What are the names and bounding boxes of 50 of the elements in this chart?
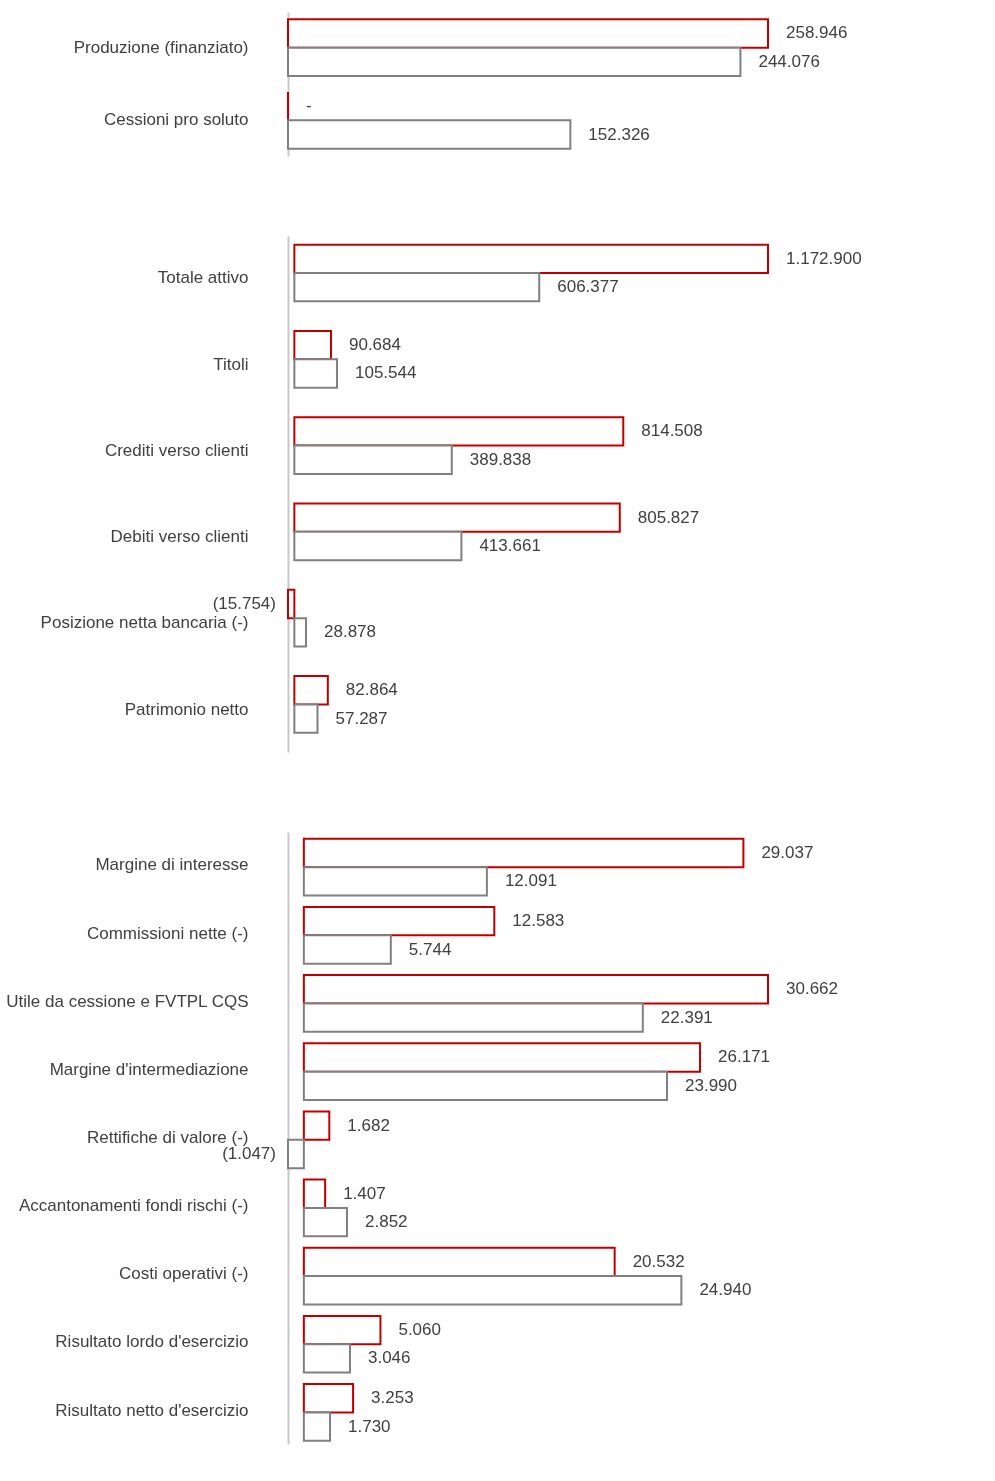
data-label: 805.827 xyxy=(637,507,700,527)
y-tick-label: Produzione (finanziato) xyxy=(73,37,249,57)
data-label: 22.391 xyxy=(660,1007,713,1027)
data-label: 1.682 xyxy=(347,1115,390,1135)
y-tick-label: Costi operativi (-) xyxy=(119,1264,249,1284)
data-label: 389.838 xyxy=(469,449,532,469)
data-label: 12.091 xyxy=(504,871,557,891)
data-label: 3.253 xyxy=(371,1388,414,1408)
data-label: 82.864 xyxy=(345,680,398,700)
data-label: 29.037 xyxy=(761,843,814,862)
y-tick-label: Crediti verso clienti xyxy=(104,440,249,460)
y-tick-label: Utile da cessione e FVTPL CQS xyxy=(6,991,249,1011)
data-label: 1.730 xyxy=(348,1416,391,1436)
data-label: 606.377 xyxy=(557,277,619,297)
bar xyxy=(287,119,572,150)
data-label: 2.852 xyxy=(365,1212,408,1232)
data-label: 413.661 xyxy=(479,536,541,556)
data-label: 12.583 xyxy=(512,911,565,931)
y-tick-label: Risultato lordo d'esercizio xyxy=(55,1332,249,1352)
data-label: 105.544 xyxy=(354,363,417,383)
y-tick-label: Patrimonio netto xyxy=(124,699,249,719)
y-tick-label: Titoli xyxy=(213,354,249,374)
data-label: 5.744 xyxy=(408,939,452,959)
data-label: 258.946 xyxy=(786,23,848,43)
data-label: 3.046 xyxy=(367,1348,411,1368)
y-tick-label: Margine di interesse xyxy=(95,855,249,875)
y-tick-label: Accantonamenti fondi rischi (-) xyxy=(18,1196,249,1216)
data-label: 20.532 xyxy=(632,1251,685,1271)
y-tick-label: Risultato netto d'esercizio xyxy=(55,1400,249,1420)
data-label: 28.878 xyxy=(324,622,377,642)
data-label: 26.171 xyxy=(718,1047,771,1067)
data-label: - xyxy=(306,96,312,116)
y-tick-label: Margine d'intermediazione xyxy=(49,1059,249,1079)
data-label: 5.060 xyxy=(398,1320,441,1340)
data-label: 814.508 xyxy=(641,421,703,441)
data-label: 30.662 xyxy=(786,979,838,999)
data-label: 1.407 xyxy=(343,1183,386,1203)
data-label: (15.754) xyxy=(212,593,276,613)
data-label: 244.076 xyxy=(758,51,820,71)
data-label: 24.940 xyxy=(699,1280,752,1300)
data-label: 1.172.900 xyxy=(786,248,862,268)
data-label: 152.326 xyxy=(588,124,650,144)
data-label: 23.990 xyxy=(685,1075,737,1095)
y-tick-label: Totale attivo xyxy=(157,268,249,288)
y-tick-label: Posizione netta bancaria (-) xyxy=(40,613,249,633)
data-label: 57.287 xyxy=(335,708,388,728)
y-tick-label: Commissioni nette (-) xyxy=(86,923,249,943)
y-tick-label: Cessioni pro soluto xyxy=(103,110,249,130)
data-label: 90.684 xyxy=(348,335,401,355)
y-tick-label: Debiti verso clienti xyxy=(110,527,249,547)
